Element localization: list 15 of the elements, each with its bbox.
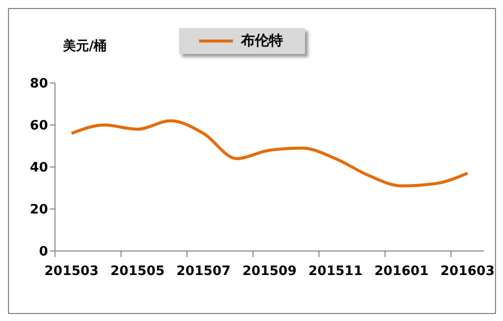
line-series [70,119,469,188]
y-tick-label: 20 [30,202,48,218]
x-tick-label: 201511 [308,264,363,279]
x-tick-label: 201601 [374,264,429,279]
y-tick-label: 60 [30,118,48,134]
x-tick-label: 201505 [110,264,165,279]
y-tick-label: 0 [38,244,48,260]
x-tick-label: 201503 [44,264,99,279]
x-tick-label: 201507 [176,264,231,279]
y-axis-title: 美元/桶 [63,38,107,55]
x-tick-label: 201603 [440,264,495,279]
x-tick-label: 201509 [242,264,297,279]
legend-label: 布伦特 [241,32,283,50]
y-tick-label: 80 [30,76,48,92]
y-tick-label: 40 [30,160,48,176]
